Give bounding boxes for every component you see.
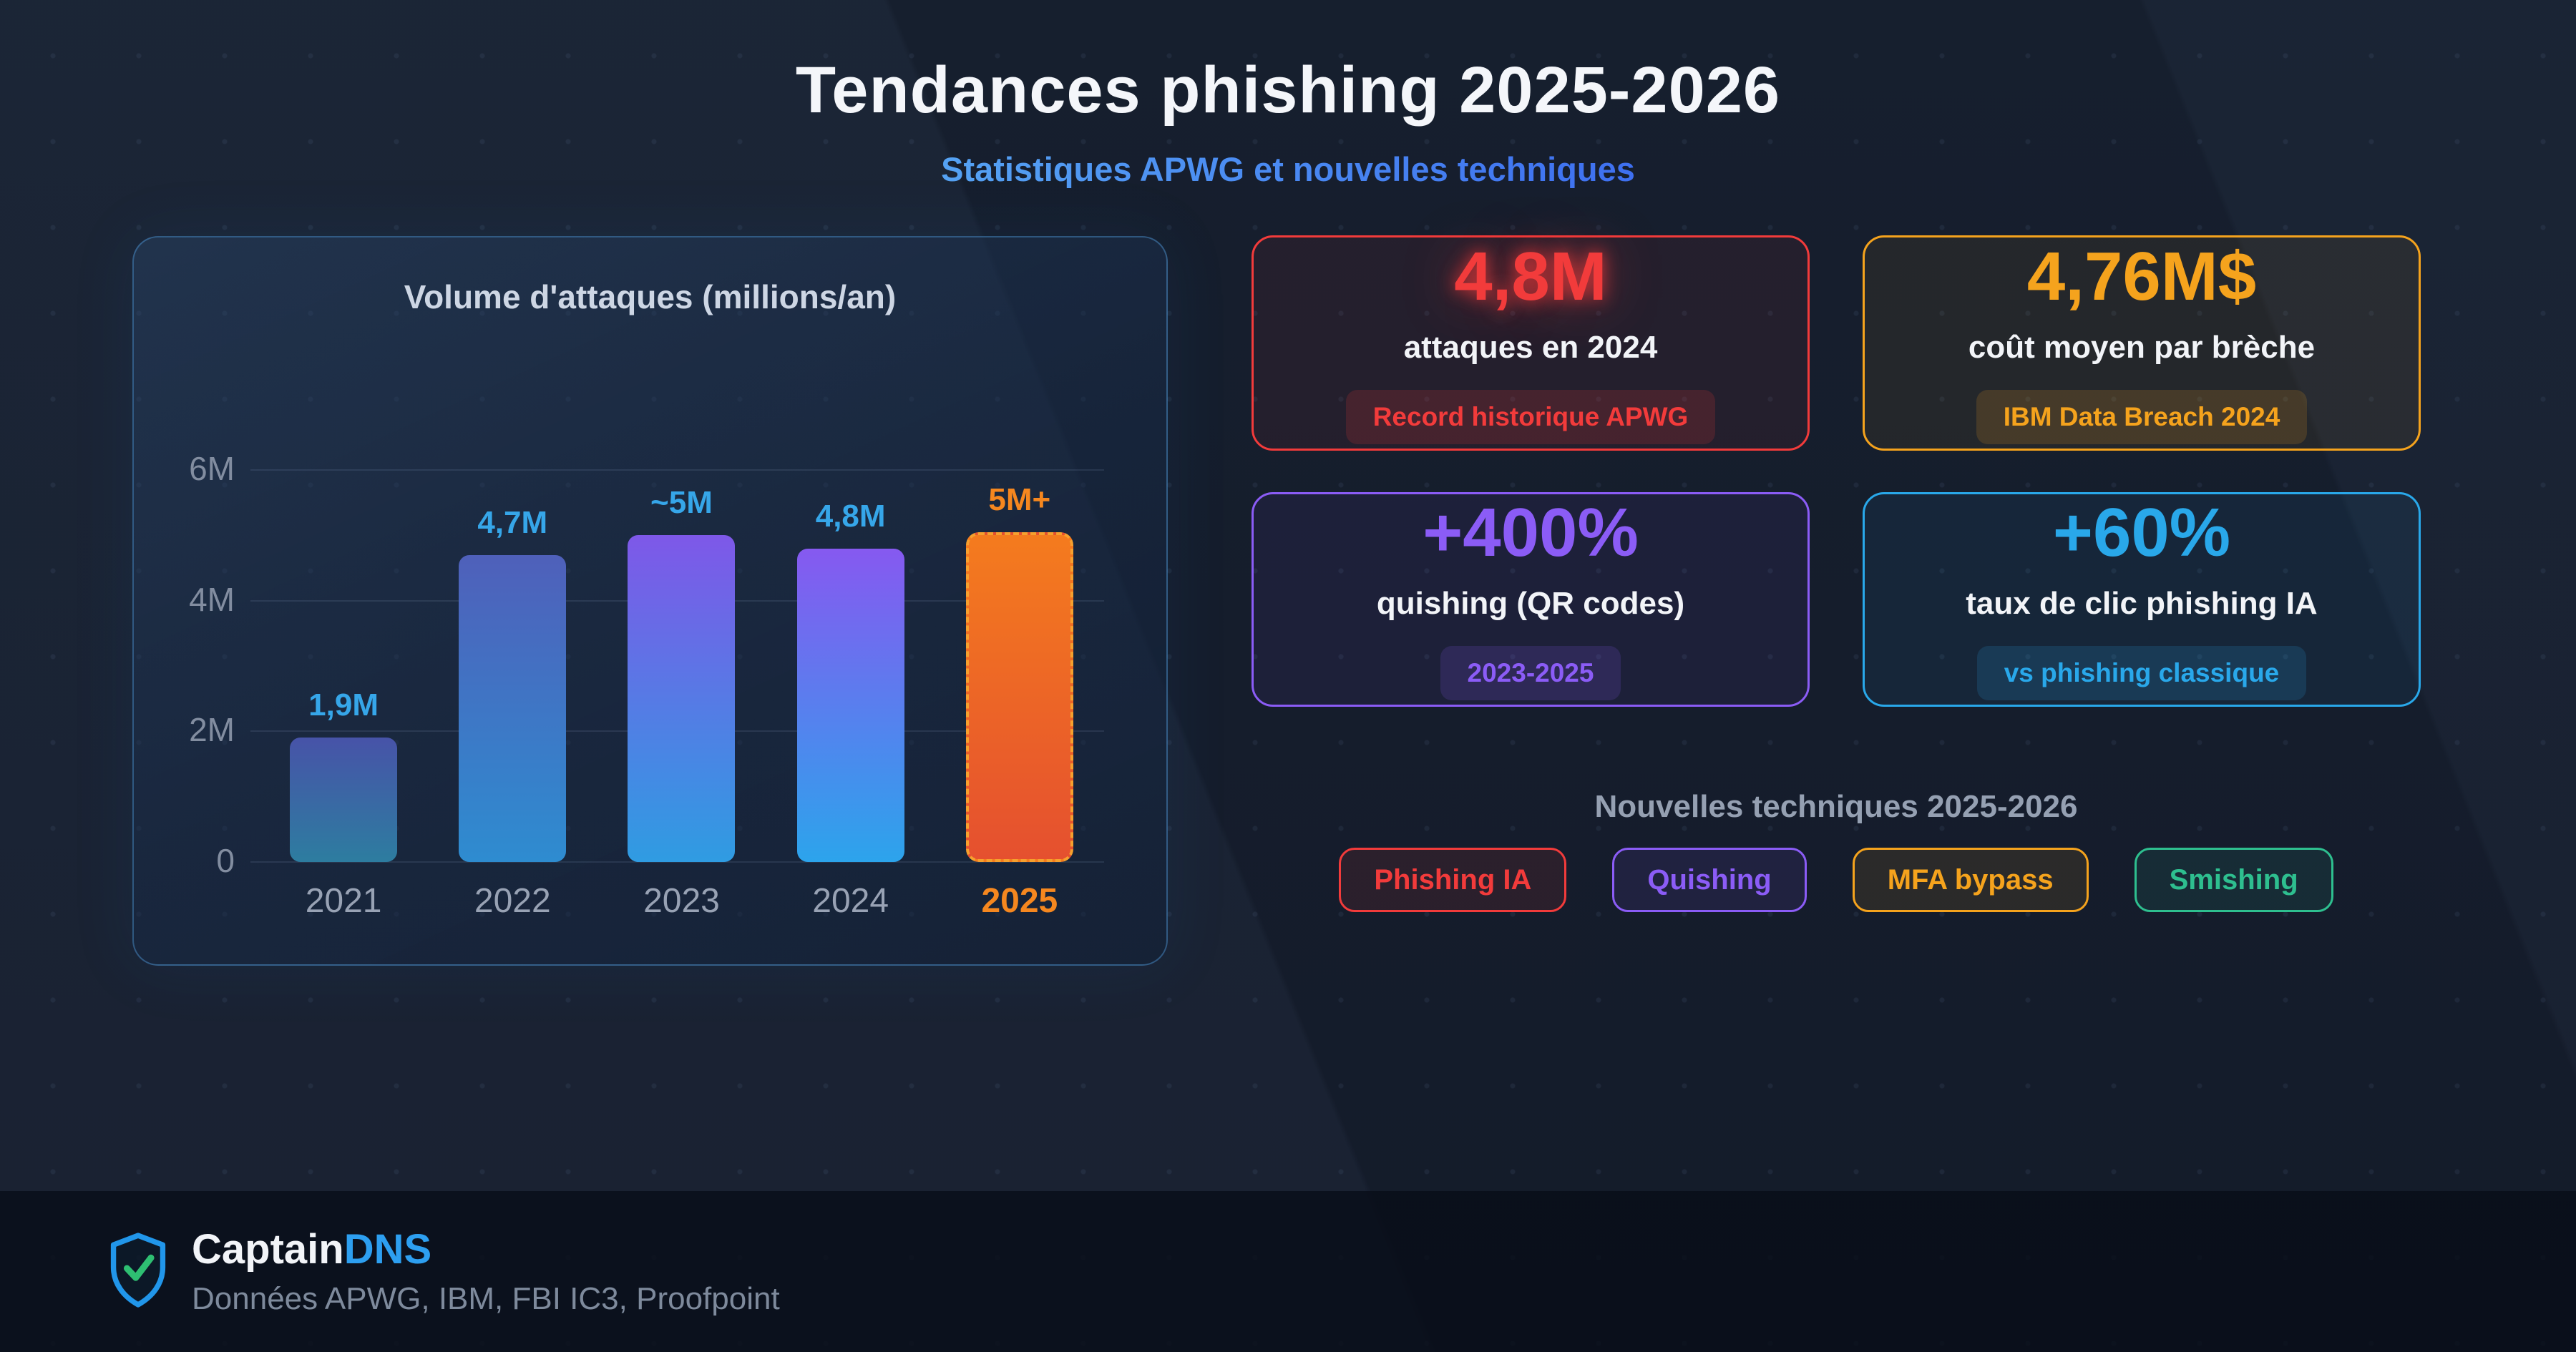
technique-pill-phishing-ia: Phishing IA [1339,848,1567,912]
bar-year-label: 2021 [305,882,382,920]
brand-name: CaptainDNS [192,1226,780,1274]
bar-group-2023: ~5M 2023 [602,470,761,920]
page-header: Tendances phishing 2025-2026 Statistique… [0,0,2576,189]
technique-pill-mfa-bypass: MFA bypass [1852,848,2089,912]
bar-value-label: 5M+ [988,481,1051,517]
bar-group-2022: 4,7M 2022 [433,470,592,920]
page-subtitle: Statistiques APWG et nouvelles technique… [941,150,1635,188]
stat-card-attacks-2024: 4,8M attaques en 2024 Record historique … [1252,235,1810,451]
brand-dns: DNS [343,1226,432,1273]
y-axis-tick-0: 0 [216,841,235,879]
bar-2024 [796,548,904,862]
gridline-0 [250,861,1104,863]
bar-value-label: ~5M [650,485,713,521]
technique-pill-quishing: Quishing [1612,848,1807,912]
stat-badge: 2023-2025 [1440,646,1621,700]
techniques-section: Nouvelles techniques 2025-2026 Phishing … [1252,787,2421,912]
bar-year-label: 2023 [643,882,720,920]
stat-value: 4,76M$ [2026,237,2257,315]
technique-pill-smishing: Smishing [2134,848,2333,912]
stat-label: coût moyen par brèche [1968,329,2316,365]
bar-2022 [459,554,567,862]
stat-label: attaques en 2024 [1403,329,1658,365]
footer-sources: Données APWG, IBM, FBI IC3, Proofpoint [192,1280,780,1316]
stat-card-ai-click-rate: +60% taux de clic phishing IA vs phishin… [1863,492,2421,707]
footer: CaptainDNS Données APWG, IBM, FBI IC3, P… [0,1191,2576,1352]
bar-value-label: 1,9M [308,687,379,723]
chart-title: Volume d'attaques (millions/an) [404,278,897,315]
bar-group-2024: 4,8M 2024 [771,470,930,920]
bar-group-2025: 5M+ 2025 [940,470,1099,920]
stat-badge: vs phishing classique [1976,646,2307,700]
bar-year-label: 2024 [812,882,889,920]
gridline-6M [250,469,1104,471]
stat-badge: Record historique APWG [1345,389,1716,444]
stat-card-quishing-growth: +400% quishing (QR codes) 2023-2025 [1252,492,1810,707]
attack-volume-chart-panel: Volume d'attaques (millions/an) 0 2M 4M 6M 1… [132,236,1168,966]
stat-card-breach-cost: 4,76M$ coût moyen par brèche IBM Data Br… [1863,235,2421,451]
bar-group-2021: 1,9M 2021 [264,470,423,920]
bar-value-label: 4,8M [815,498,886,534]
bars: 1,9M 2021 4,7M 2022 ~5M 2023 4,8M 2024 5M+ 2025 [259,470,1104,920]
bar-2021 [290,738,398,862]
bar-2025 [965,532,1073,862]
brand-text-block: CaptainDNS Données APWG, IBM, FBI IC3, P… [192,1226,780,1317]
stat-label: taux de clic phishing IA [1966,586,2318,621]
stats-grid: 4,8M attaques en 2024 Record historique … [1252,235,2421,707]
stat-value: +400% [1423,494,1639,571]
y-axis-tick-6M: 6M [189,449,235,487]
bar-year-label: 2025 [981,882,1058,920]
stat-label: quishing (QR codes) [1376,586,1685,621]
brand-captain: Captain [192,1226,344,1273]
bar-2023 [628,535,736,862]
shield-check-icon [109,1232,167,1312]
bar-value-label: 4,7M [477,504,548,540]
techniques-title: Nouvelles techniques 2025-2026 [1594,789,2078,824]
footer-brand-block: CaptainDNS Données APWG, IBM, FBI IC3, P… [109,1191,780,1352]
techniques-pill-row: Phishing IA Quishing MFA bypass Smishing [1252,848,2421,912]
y-axis-tick-2M: 2M [189,711,235,749]
page-title: Tendances phishing 2025-2026 [795,54,1781,127]
stat-value: +60% [2052,494,2231,571]
stat-value: 4,8M [1454,237,1607,315]
stat-badge: IBM Data Breach 2024 [1976,389,2308,444]
chart-plot: 0 2M 4M 6M 1,9M 2021 4,7M 2022 ~5M 2023 4,8M 2024 5M… [189,450,1104,920]
bar-year-label: 2022 [474,882,551,920]
y-axis-tick-4M: 4M [189,580,235,618]
